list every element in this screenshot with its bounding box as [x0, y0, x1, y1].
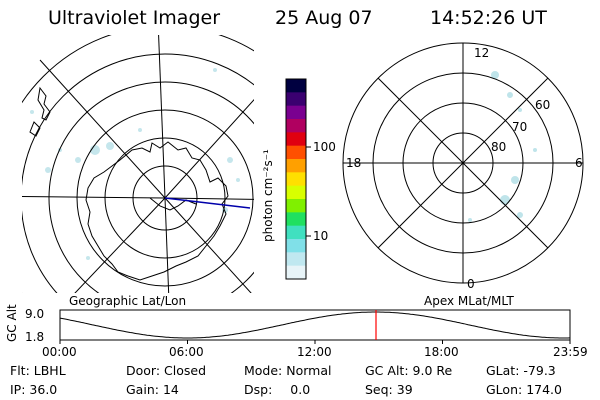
mlt-label-0: 0 [467, 277, 475, 291]
airglow-speckles [30, 68, 240, 260]
satellite-ground-track [164, 197, 251, 209]
colorbar-band [286, 92, 306, 107]
status-mode: Mode: Normal [244, 363, 332, 378]
colorbar [285, 78, 311, 280]
colorbar-tick-100: 100 [313, 140, 336, 154]
colorbar-band [286, 212, 306, 227]
colorbar-band [286, 199, 306, 213]
colorbar-unit-label: photon cm⁻²s⁻¹ [261, 149, 275, 242]
status-ip: IP: 36.0 [10, 382, 58, 397]
geographic-map [22, 35, 254, 293]
orbit-ticks [59, 340, 571, 344]
mlt-label-18: 18 [346, 156, 362, 170]
orbit-ytick-1: 1.8 [25, 330, 45, 344]
colorbar-band [286, 252, 306, 267]
colorbar-band [286, 105, 306, 120]
orbit-xtick-0000: 00:00 [42, 345, 77, 359]
orbit-xtick-2359: 23:59 [553, 345, 588, 359]
new-zealand-coastline [29, 86, 51, 137]
image-date: 25 Aug 07 [275, 7, 373, 29]
orbit-plot [59, 309, 571, 344]
colorbar-band [286, 225, 306, 240]
magnetic-map [342, 42, 584, 284]
colorbar-band [286, 119, 306, 133]
colorbar-band [286, 239, 306, 253]
colorbar-band [286, 185, 306, 200]
mlat-label-60: 60 [535, 98, 551, 112]
orbit-xtick-1200: 12:00 [297, 345, 332, 359]
colorbar-tick-10: 10 [313, 229, 329, 243]
latitude-circles [22, 35, 254, 293]
orbit-altitude-curve [59, 311, 571, 339]
status-dsp: Dsp: 0.0 [244, 382, 311, 397]
status-flt: Flt: LBHL [10, 363, 66, 378]
mlat-label-80: 80 [491, 140, 507, 154]
orbit-xtick-1800: 18:00 [424, 345, 459, 359]
orbit-ytick-9: 9.0 [25, 307, 45, 321]
status-glon: GLon: 174.0 [486, 382, 562, 397]
colorbar-band [286, 145, 306, 160]
status-glat: GLat: -79.3 [486, 363, 556, 378]
geo-panel-label: Geographic Lat/Lon [69, 294, 187, 308]
ross-ice-shelf [149, 197, 197, 211]
mag-panel-label: Apex MLat/MLT [424, 294, 514, 308]
colorbar-band [286, 159, 306, 173]
colorbar-band [286, 265, 306, 280]
antarctica-coastline [85, 141, 229, 281]
meridian-lines [22, 35, 254, 293]
image-time: 14:52:26 UT [430, 7, 547, 29]
instrument-title: Ultraviolet Imager [48, 7, 221, 29]
status-gcalt: GC Alt: 9.0 Re [365, 363, 453, 378]
mlat-label-70: 70 [512, 120, 528, 134]
status-gain: Gain: 14 [126, 382, 179, 397]
status-door: Door: Closed [126, 363, 207, 378]
orbit-ylabel: GC Alt [5, 304, 19, 342]
mlt-label-12: 12 [474, 46, 490, 60]
mlt-label-6: 6 [575, 156, 583, 170]
colorbar-band [286, 79, 306, 93]
colorbar-band [286, 132, 306, 147]
orbit-xtick-0600: 06:00 [169, 345, 204, 359]
status-seq: Seq: 39 [365, 382, 413, 397]
colorbar-band [286, 172, 306, 187]
